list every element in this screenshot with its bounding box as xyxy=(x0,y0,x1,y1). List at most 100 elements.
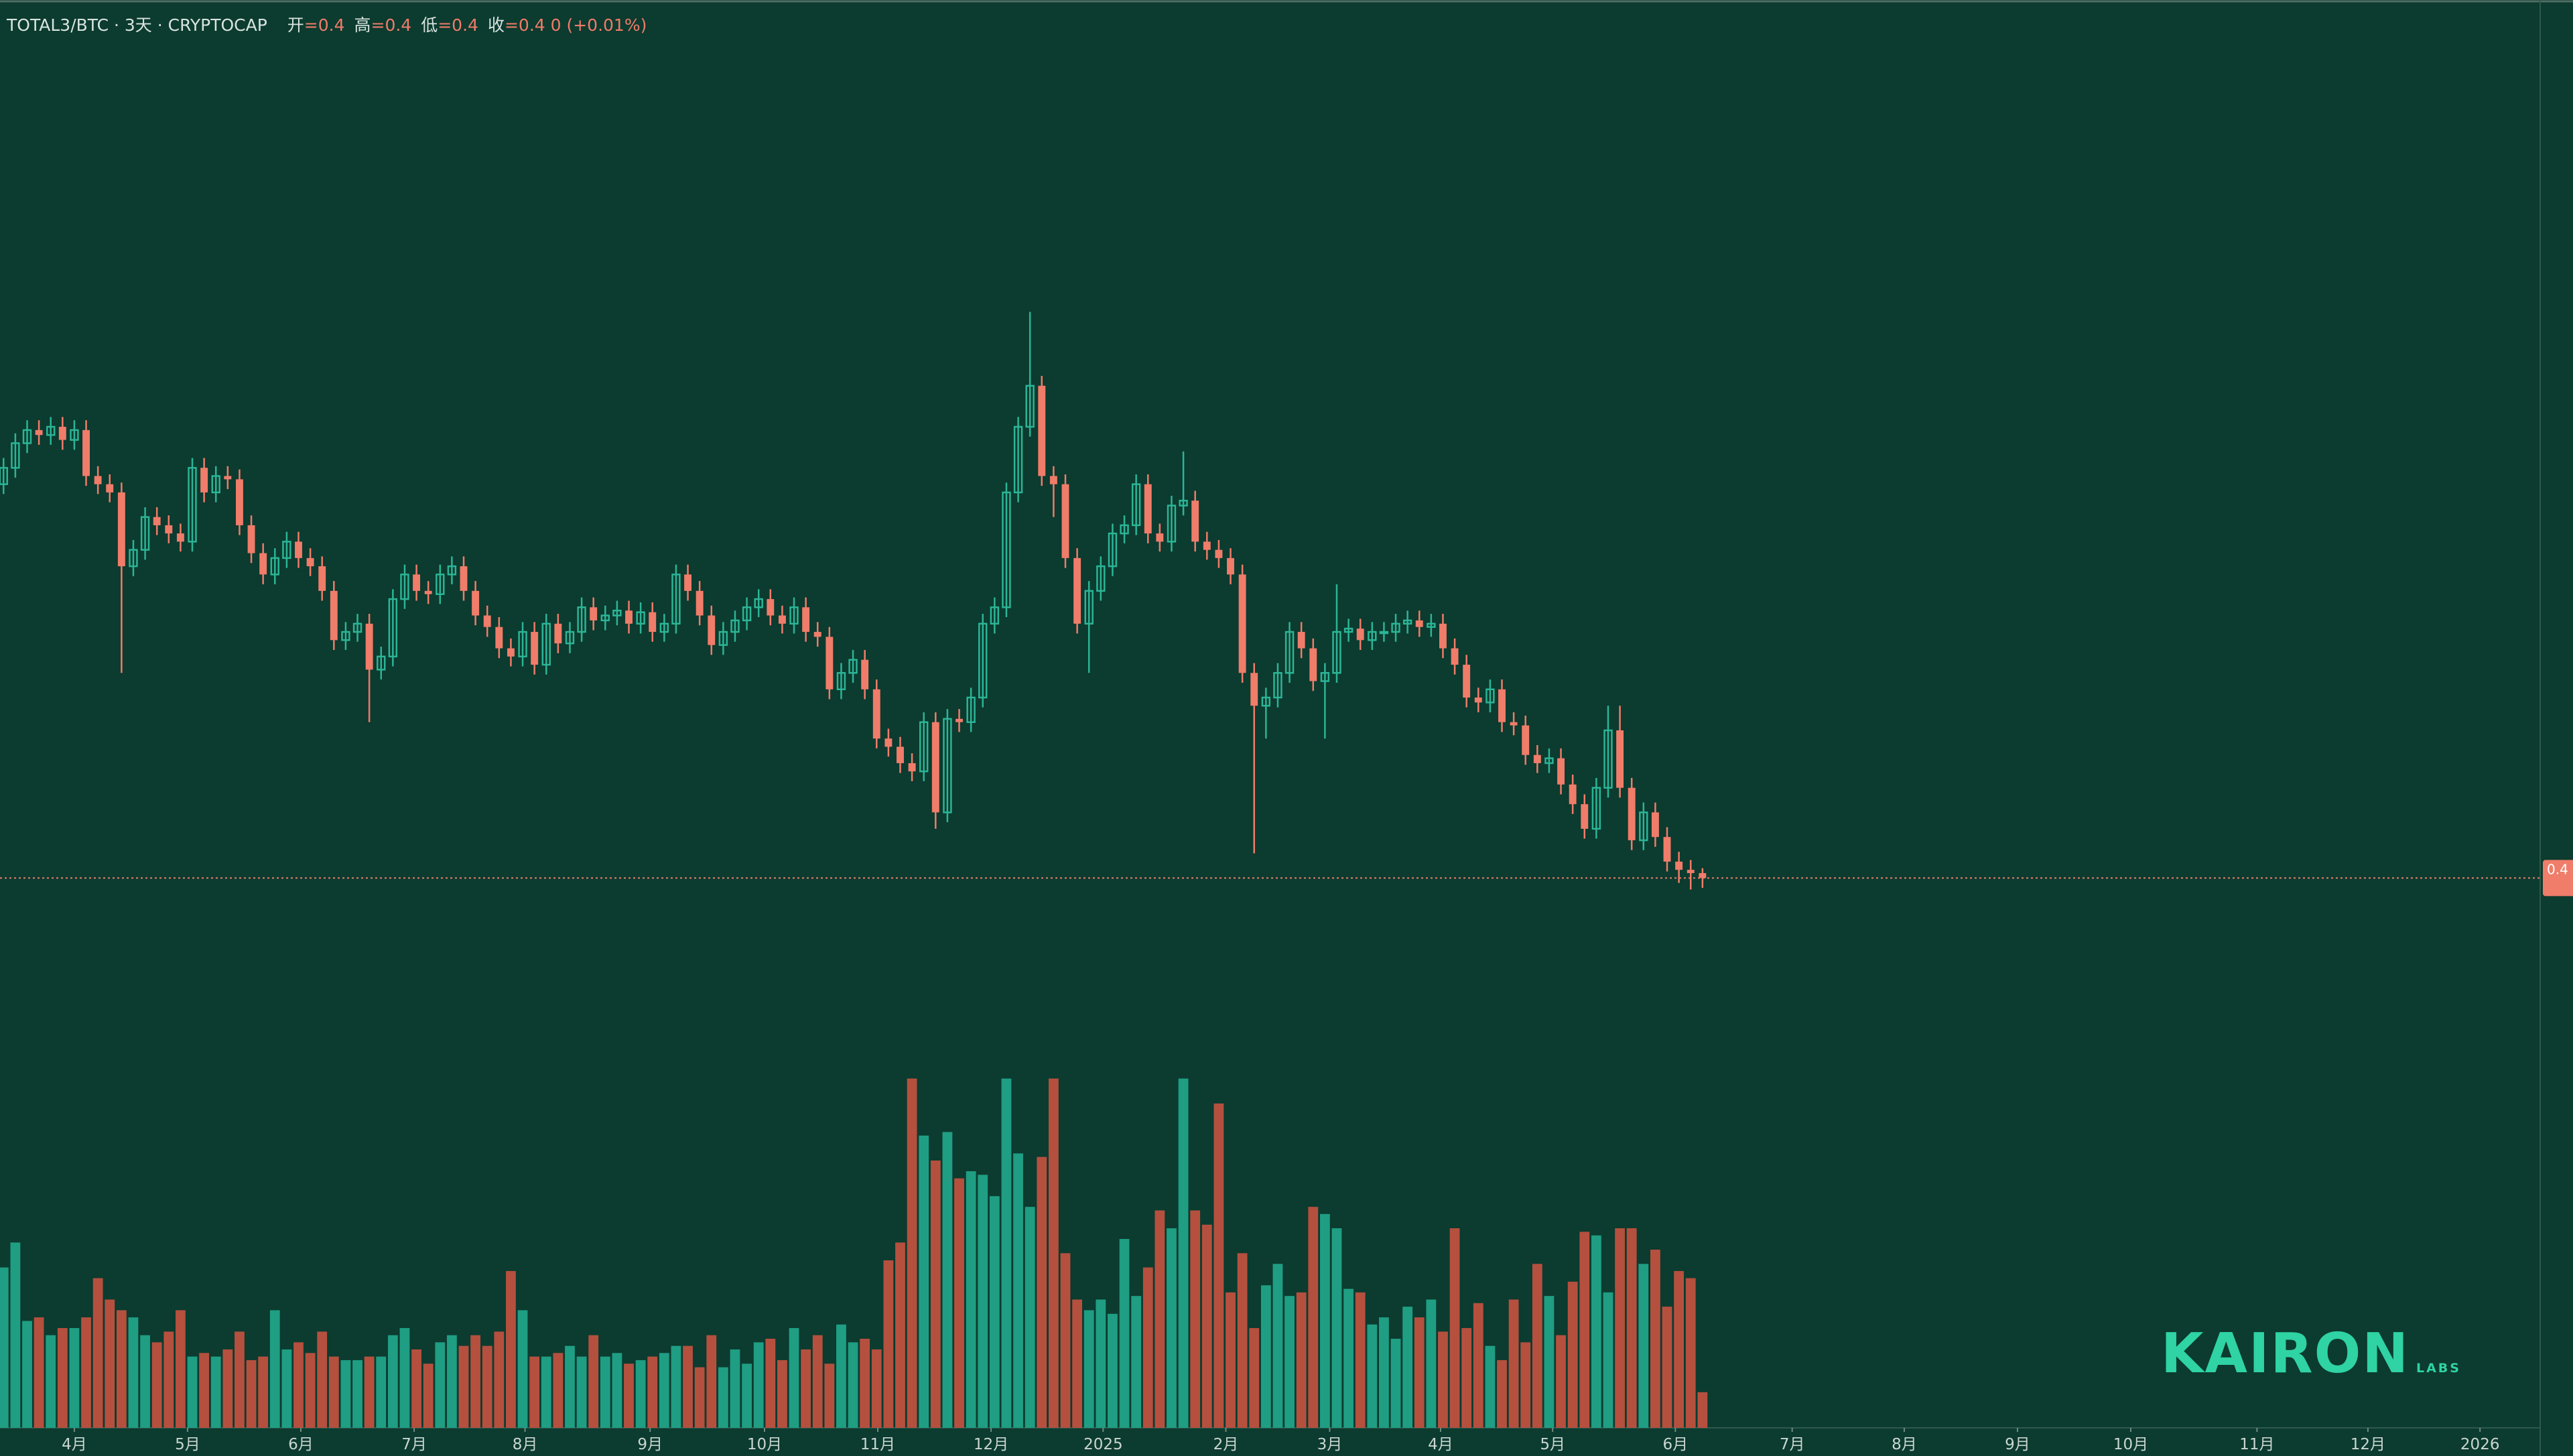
candle-body xyxy=(330,590,338,641)
volume-bar xyxy=(81,1317,91,1428)
volume-bar xyxy=(1674,1270,1685,1428)
x-tick-label: 5月 xyxy=(1540,1436,1565,1453)
candle-body xyxy=(436,574,445,595)
volume-bar xyxy=(1650,1250,1660,1428)
ohlc-value: =0.4 xyxy=(438,15,478,35)
volume-bar xyxy=(340,1360,351,1428)
last-price-label: 0.4 xyxy=(2547,861,2568,877)
candle-body xyxy=(1498,689,1506,722)
candle-body xyxy=(1687,870,1695,874)
candle-body xyxy=(22,429,32,444)
candle-body xyxy=(1332,631,1341,674)
candle-body xyxy=(235,479,243,525)
candle-body xyxy=(1463,665,1471,698)
candle-body xyxy=(990,606,1000,625)
volume-bar xyxy=(1048,1078,1059,1428)
candle-body xyxy=(295,541,302,558)
price-pane xyxy=(0,312,1707,890)
candle-body xyxy=(577,606,586,633)
volume-bar xyxy=(1626,1228,1637,1428)
volume-bar xyxy=(1319,1213,1330,1428)
x-tick-label: 5月 xyxy=(175,1436,200,1453)
volume-bar xyxy=(930,1161,941,1428)
ohlc-label: 低 xyxy=(421,15,438,35)
candle-body xyxy=(708,615,716,645)
volume-bar xyxy=(1201,1224,1212,1428)
candle-body xyxy=(1591,787,1601,830)
candle-body xyxy=(365,623,373,670)
volume-bar xyxy=(600,1356,610,1428)
volume-bar xyxy=(801,1349,811,1428)
volume-bar xyxy=(1685,1278,1696,1428)
candle-body xyxy=(1156,533,1164,542)
volume-bar xyxy=(0,1267,9,1428)
candle-body xyxy=(1250,673,1258,706)
volume-bar xyxy=(989,1196,1000,1428)
candle-body xyxy=(778,615,786,624)
candle-body xyxy=(82,429,90,476)
volume-bar xyxy=(1083,1310,1094,1428)
candle-body xyxy=(789,606,799,625)
candle-body xyxy=(94,476,102,484)
volume-bar xyxy=(1331,1228,1342,1428)
volume-bar xyxy=(1131,1296,1142,1428)
volume-bar xyxy=(482,1345,492,1428)
ohlc-value: =0.4 xyxy=(304,15,345,35)
volume-bar xyxy=(305,1353,316,1428)
candle-body xyxy=(282,541,291,559)
candle-body xyxy=(211,475,220,494)
volume-bar xyxy=(1343,1288,1354,1428)
symbol-title: TOTAL3/BTC · 3天 · CRYPTOCAP xyxy=(7,15,267,35)
watermark-sub: LABS xyxy=(2416,1361,2461,1376)
candle-body xyxy=(1651,812,1659,838)
candle-body xyxy=(1379,631,1389,635)
volume-bar xyxy=(1520,1342,1531,1428)
volume-bar xyxy=(789,1328,799,1428)
volume-bar xyxy=(281,1349,292,1428)
x-tick-label: 7月 xyxy=(1780,1436,1805,1453)
candle-body xyxy=(483,615,491,627)
volume-bar xyxy=(1473,1303,1483,1428)
x-tick-label: 6月 xyxy=(288,1436,314,1453)
volume-bar xyxy=(317,1331,328,1428)
candle-body xyxy=(1663,837,1671,862)
volume-bar xyxy=(1426,1299,1437,1428)
volume-bar xyxy=(235,1331,245,1428)
volume-bar xyxy=(1226,1292,1236,1428)
candle-body xyxy=(106,484,114,492)
volume-bar xyxy=(10,1242,21,1428)
candle-body xyxy=(590,607,598,620)
volume-bar xyxy=(1544,1296,1555,1428)
x-tick-label: 2月 xyxy=(1213,1436,1239,1453)
volume-bar xyxy=(458,1345,469,1428)
candle-body xyxy=(200,468,208,492)
candle-body xyxy=(1061,484,1069,558)
volume-bar xyxy=(565,1345,575,1428)
candle-body xyxy=(1073,557,1081,624)
x-tick-label: 4月 xyxy=(62,1436,87,1453)
candle-body xyxy=(1415,620,1423,627)
x-tick-label: 9月 xyxy=(2005,1436,2030,1453)
volume-bar xyxy=(919,1135,929,1428)
volume-bar xyxy=(824,1364,835,1428)
candle-body xyxy=(565,631,575,645)
volume-bar xyxy=(210,1356,221,1428)
candle-body xyxy=(1084,590,1094,625)
candle-body xyxy=(1427,622,1436,628)
volume-bar xyxy=(1178,1078,1189,1428)
candle-body xyxy=(718,631,728,646)
x-tick-label: 2026 xyxy=(2460,1436,2500,1453)
ohlc-label: 收 xyxy=(487,15,505,35)
volume-bar xyxy=(352,1360,362,1428)
volume-bar xyxy=(176,1310,186,1428)
candle-body xyxy=(1451,648,1459,665)
candle-body xyxy=(1131,483,1141,527)
candle-body xyxy=(754,598,763,608)
candle-body xyxy=(861,659,869,689)
candle-body xyxy=(684,574,692,591)
candle-body xyxy=(1309,648,1317,681)
candle-body xyxy=(413,574,421,591)
ohlc-value: =0.4 xyxy=(371,15,412,35)
volume-bar xyxy=(199,1353,210,1428)
